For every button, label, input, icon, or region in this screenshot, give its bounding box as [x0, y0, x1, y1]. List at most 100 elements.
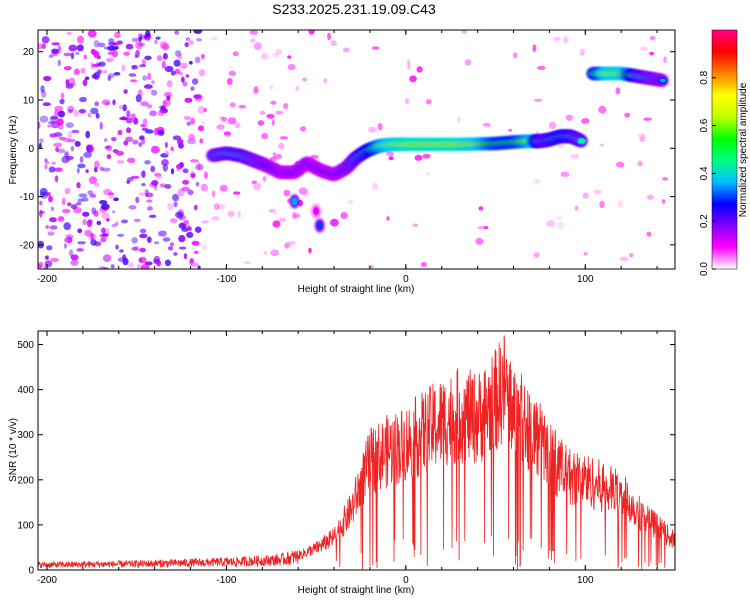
spectrogram-noise-cell [478, 206, 484, 211]
y-tick-label: 300 [17, 430, 34, 441]
spectrogram-noise-cell [131, 65, 139, 70]
spectrogram-noise-cell [64, 187, 71, 195]
spectrogram-noise-cell [185, 74, 190, 78]
spectrogram-noise-cell [191, 240, 200, 246]
spectrogram-noise-cell [162, 52, 168, 60]
spectrogram-noise-cell [287, 241, 296, 245]
spectrogram-noise-cell [135, 41, 143, 50]
spectrogram-noise-cell [103, 138, 108, 142]
spectrogram-noise-cell [44, 164, 48, 170]
spectrogram-noise-cell [62, 208, 71, 214]
spectrogram-noise-cell [148, 214, 157, 218]
spectrogram-noise-cell [189, 171, 196, 179]
spectrogram-noise-cell [298, 187, 308, 195]
spectrogram-noise-cell [347, 200, 354, 205]
snr-panel: -200 -100 0 100 0 100 200 300 400 500 Height of … [8, 330, 676, 596]
spectrogram-noise-cell [65, 79, 70, 86]
spectrogram-noise-cell [194, 226, 202, 233]
spectrogram-noise-cell [377, 122, 383, 131]
snr-plot-area [38, 331, 675, 570]
spectrogram-noise-cell [300, 126, 307, 132]
spectrogram-noise-cell [279, 136, 289, 140]
spectrogram-noise-cell [187, 138, 196, 145]
spectrogram-noise-cell [237, 210, 241, 219]
spectrogram-noise-cell [99, 166, 104, 171]
spectrogram-noise-cell [60, 92, 65, 100]
spectrogram-noise-cell [66, 236, 73, 244]
spectrogram-noise-cell [63, 52, 72, 57]
spectrogram-noise-cell [178, 214, 184, 220]
spectrogram-noise-cell [135, 196, 140, 204]
spectrogram-noise-cell [404, 98, 409, 105]
spectrogram-noise-cell [162, 237, 171, 242]
spectrogram-noise-cell [310, 154, 319, 159]
spectrogram-noise-cell [38, 121, 41, 130]
spectrogram-noise-cell [145, 30, 151, 38]
spectrogram-noise-cell [199, 138, 204, 144]
spectrogram-noise-cell [295, 85, 300, 92]
spectrogram-noise-cell [77, 241, 86, 245]
spectrogram-noise-cell [39, 187, 48, 196]
spectrogram-noise-cell [201, 220, 210, 224]
spectrogram-noise-cell [178, 246, 187, 250]
spectrogram-noise-cell [127, 157, 136, 164]
spectrogram-noise-cell [57, 45, 61, 51]
spectrogram-noise-cell [70, 52, 75, 60]
spectrogram-noise-cell [76, 182, 81, 189]
spectrogram-noise-cell [132, 139, 139, 145]
spectrogram-noise-cell [138, 42, 146, 47]
spectrogram-noise-cell [40, 85, 45, 93]
spectrogram-noise-cell [78, 109, 86, 114]
spectrogram-noise-cell [55, 147, 60, 152]
spectrogram-noise-cell [211, 216, 220, 221]
spectrogram-noise-cell [63, 66, 72, 71]
snr-series-line [38, 335, 675, 570]
spectrogram-noise-cell [179, 62, 188, 69]
spectrogram-noise-cell [213, 203, 220, 211]
spectrogram-noise-cell [234, 122, 241, 129]
spectrogram-noise-cell [74, 51, 80, 56]
spectrogram-noise-cell [99, 233, 108, 238]
spectrogram-noise-cell [111, 46, 119, 51]
spectrogram-noise-cell [186, 231, 194, 238]
spectrogram-noise-cell [186, 121, 192, 126]
spectrogram-noise-cell [178, 234, 186, 243]
spectrogram-noise-cell [533, 179, 541, 184]
spectrogram-noise-cell [188, 133, 196, 141]
spectrogram-noise-cell [628, 253, 634, 258]
spectrogram-noise-cell [44, 158, 48, 163]
spectrogram-noise-cell [140, 101, 149, 107]
spectrogram-noise-cell [133, 218, 141, 223]
spectrogram-noise-cell [141, 170, 146, 179]
spectrogram-noise-cell [223, 131, 231, 136]
spectrogram-noise-cell [141, 127, 149, 131]
spectrogram-y-label: Frequency (Hz) [8, 116, 19, 185]
spectrogram-noise-cell [188, 226, 192, 231]
spectrogram-noise-cell [75, 202, 82, 206]
spectrogram-noise-cell [45, 225, 50, 229]
spectrogram-noise-cell [127, 262, 135, 268]
spectrogram-noise-cell [187, 189, 194, 196]
spectrogram-noise-cell [426, 171, 431, 176]
spectrogram-noise-cell [253, 42, 262, 51]
spectrogram-noise-cell [548, 121, 557, 130]
spectrogram-noise-cell [151, 80, 155, 85]
spectrogram-noise-cell [106, 57, 114, 63]
spectrogram-noise-cell [532, 44, 537, 53]
spectrogram-noise-cell [556, 215, 563, 221]
spectrogram-noise-cell [111, 42, 119, 51]
x-tick-label: 100 [577, 274, 594, 285]
spectrogram-noise-cell [368, 264, 374, 269]
spectrogram-noise-cell [146, 236, 152, 243]
spectrogram-noise-cell [71, 129, 80, 134]
spectrogram-noise-cell [182, 179, 190, 185]
spectrogram-noise-cell [76, 167, 80, 174]
y-tick-label: 400 [17, 385, 34, 396]
spectrogram-noise-cell [662, 177, 668, 181]
spectrogram-noise-cell [82, 218, 87, 226]
spectrogram-noise-cell [414, 154, 423, 161]
spectrogram-noise-cell [188, 60, 193, 65]
spectrogram-noise-cell [73, 68, 80, 76]
spectrogram-noise-cell [243, 261, 251, 264]
spectrogram-noise-cell [123, 140, 129, 146]
